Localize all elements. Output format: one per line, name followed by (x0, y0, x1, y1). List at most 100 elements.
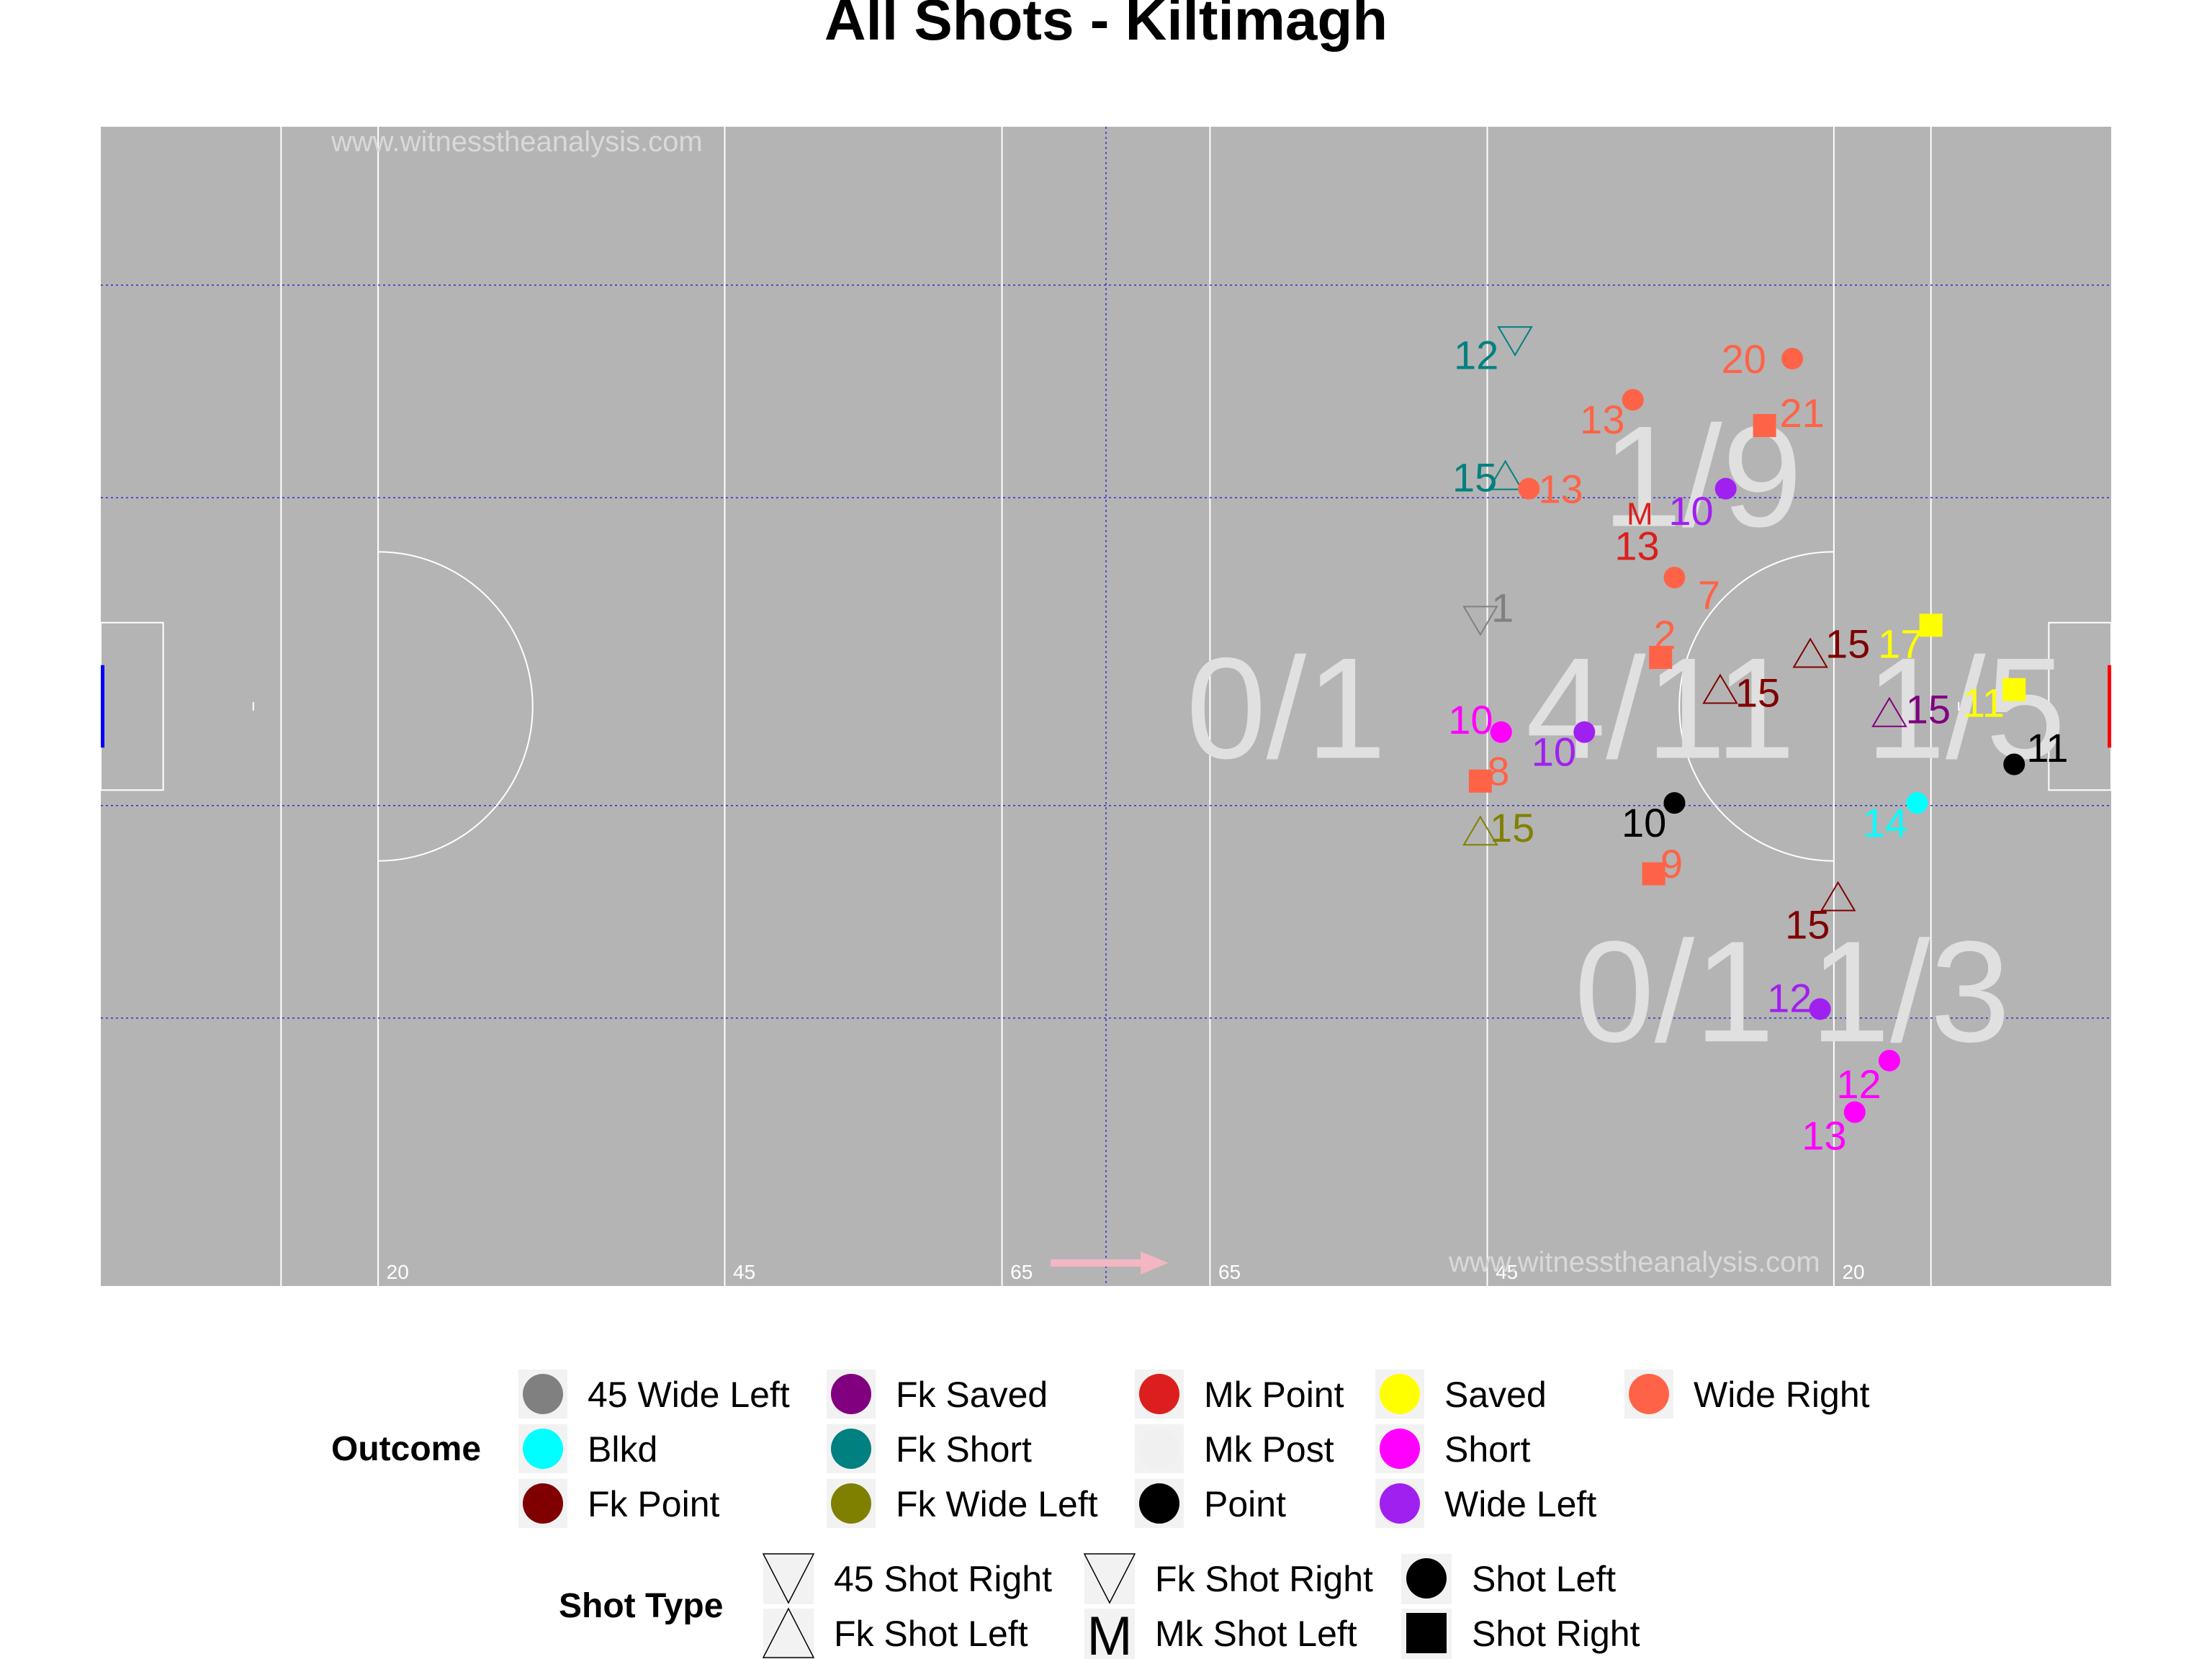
shot-marker (1462, 815, 1498, 846)
shot-number-label: 2 (1653, 612, 1676, 657)
shot-number-label: 8 (1487, 748, 1509, 793)
pitch-labels: 20 45 65 65 45 20 (387, 1261, 1865, 1283)
shot-number-label: 21 (1779, 390, 1824, 436)
direction-arrow-head (1141, 1251, 1169, 1274)
legend-swatch (831, 1429, 871, 1469)
legend-symbol (1406, 1613, 1447, 1653)
legend-symbol (762, 1607, 815, 1658)
shot-marker (1642, 862, 1665, 886)
legend-swatch (523, 1483, 563, 1524)
shot-marker (1573, 721, 1596, 743)
legend-swatch (523, 1429, 563, 1469)
shot-marker (1468, 769, 1492, 793)
shot-marker (1906, 792, 1928, 814)
legend-key (763, 1554, 814, 1604)
legend-symbol: M (1087, 1606, 1132, 1659)
outcome-legend-title: Outcome (331, 1430, 481, 1468)
watermark: www.witnesstheanalysis.com (1448, 1246, 1820, 1278)
legend-key (1084, 1609, 1135, 1659)
legend-label: Shot Left (1472, 1559, 1616, 1599)
left-arc (378, 551, 534, 862)
shot-marker (1714, 477, 1737, 500)
legend-swatch (1139, 1429, 1179, 1469)
shot-number-label: 15 (1452, 455, 1497, 500)
shot-marker (1753, 414, 1776, 438)
shot-number-label: 15 (1490, 805, 1534, 850)
pitch-lines (100, 127, 2113, 1286)
shot-marker (1649, 646, 1673, 670)
legend-label: Mk Point (1204, 1375, 1344, 1415)
shot-number-label: 10 (1622, 800, 1666, 845)
shot-marker (1702, 673, 1738, 704)
outcome-legend: 45 Wide Left Blkd Fk Point Fk Saved Fk Short… (518, 1370, 1870, 1528)
pitch-distance-label: 65 (1218, 1261, 1241, 1283)
zone-score-label: 1/5 (1866, 629, 2066, 789)
legend-symbol (762, 1553, 815, 1604)
shot-marker (1871, 696, 1907, 727)
shot-marker (1622, 389, 1644, 411)
legend-label: 45 Shot Right (834, 1559, 1052, 1599)
legend-key (1084, 1554, 1135, 1604)
legend-symbol (1083, 1553, 1136, 1604)
legend-label: Fk Shot Right (1155, 1559, 1373, 1599)
shot-number-label: 12 (1767, 975, 1812, 1020)
shot-number-label: 11 (1963, 680, 2005, 726)
shot-type-legend-title: Shot Type (559, 1587, 723, 1625)
shot-type-legend: 45 Shot Right Fk Shot Left Fk Shot Right M M… (762, 1553, 1640, 1659)
shot-number-label: 15 (1825, 621, 1870, 666)
legend-swatch (1380, 1483, 1420, 1524)
shot-number-label: 15 (1735, 670, 1780, 715)
legend-symbol (1406, 1558, 1447, 1599)
legend-swatch (1139, 1483, 1179, 1524)
shot-marker (1809, 998, 1831, 1020)
pitch-distance-label: 65 (1010, 1261, 1033, 1283)
shot-number-label: 20 (1722, 336, 1766, 382)
shot-marker (1919, 613, 1943, 637)
shot-number-label: 15 (1785, 902, 1830, 947)
legend-label: 45 Wide Left (588, 1375, 790, 1415)
shot-marker (1497, 326, 1533, 357)
zone-score-label: 1/3 (1810, 912, 2010, 1072)
shot-marker (1663, 792, 1686, 814)
shot-number-label: 10 (1668, 488, 1713, 534)
legend-label: Shot Right (1472, 1614, 1640, 1654)
shot-number-label: 7 (1698, 572, 1720, 617)
legend-label: Wide Left (1444, 1484, 1596, 1524)
pitch: 20 45 65 65 45 20 www.witnesstheanalysis.com … (100, 126, 2113, 1286)
shot-number-label: 13 (1538, 467, 1583, 512)
zone-score-label: 0/1 (1574, 912, 1774, 1072)
pitch-distance-label: 45 (733, 1261, 755, 1283)
zone-labels: 1/90/1 4/11 1/50/1 1/3 (1186, 397, 2066, 1073)
shot-number-label: 13 (1614, 523, 1659, 568)
legend-swatch (1629, 1374, 1669, 1414)
legend-label: Fk Wide Left (896, 1484, 1098, 1524)
left-goal (101, 665, 104, 748)
shot-marker (1490, 721, 1512, 743)
shot-number-label: 13 (1802, 1113, 1846, 1159)
shot-marker (1487, 459, 1524, 490)
watermark: www.witnesstheanalysis.com (331, 126, 703, 158)
zone-score-label: 0/1 (1186, 629, 1386, 789)
chart-title: All Shots - Kiltimagh (824, 0, 1388, 52)
legend-label: Fk Point (588, 1484, 720, 1524)
shot-number-label: 10 (1532, 729, 1576, 775)
legend-swatch (1380, 1429, 1420, 1469)
legend-label: Short (1444, 1429, 1531, 1470)
legend-label: Mk Shot Left (1155, 1614, 1357, 1654)
shot-number-label: 14 (1863, 800, 1907, 845)
shot-number-label: 13 (1580, 397, 1624, 442)
shot-marker (1781, 348, 1804, 369)
shot-marker (1878, 1049, 1900, 1071)
shot-number-label: 17 (1878, 621, 1923, 666)
shot-number-label: 9 (1660, 841, 1683, 886)
shot-marker (1663, 567, 1686, 589)
right-arc (1678, 551, 1834, 862)
shot-number-label: 1 (1491, 585, 1514, 630)
legend-label: Blkd (588, 1429, 657, 1470)
legend-label: Wide Right (1694, 1375, 1870, 1415)
legend-label: Fk Short (896, 1429, 1032, 1470)
shot-marker (1820, 881, 1856, 912)
shot-marker (1843, 1101, 1866, 1123)
